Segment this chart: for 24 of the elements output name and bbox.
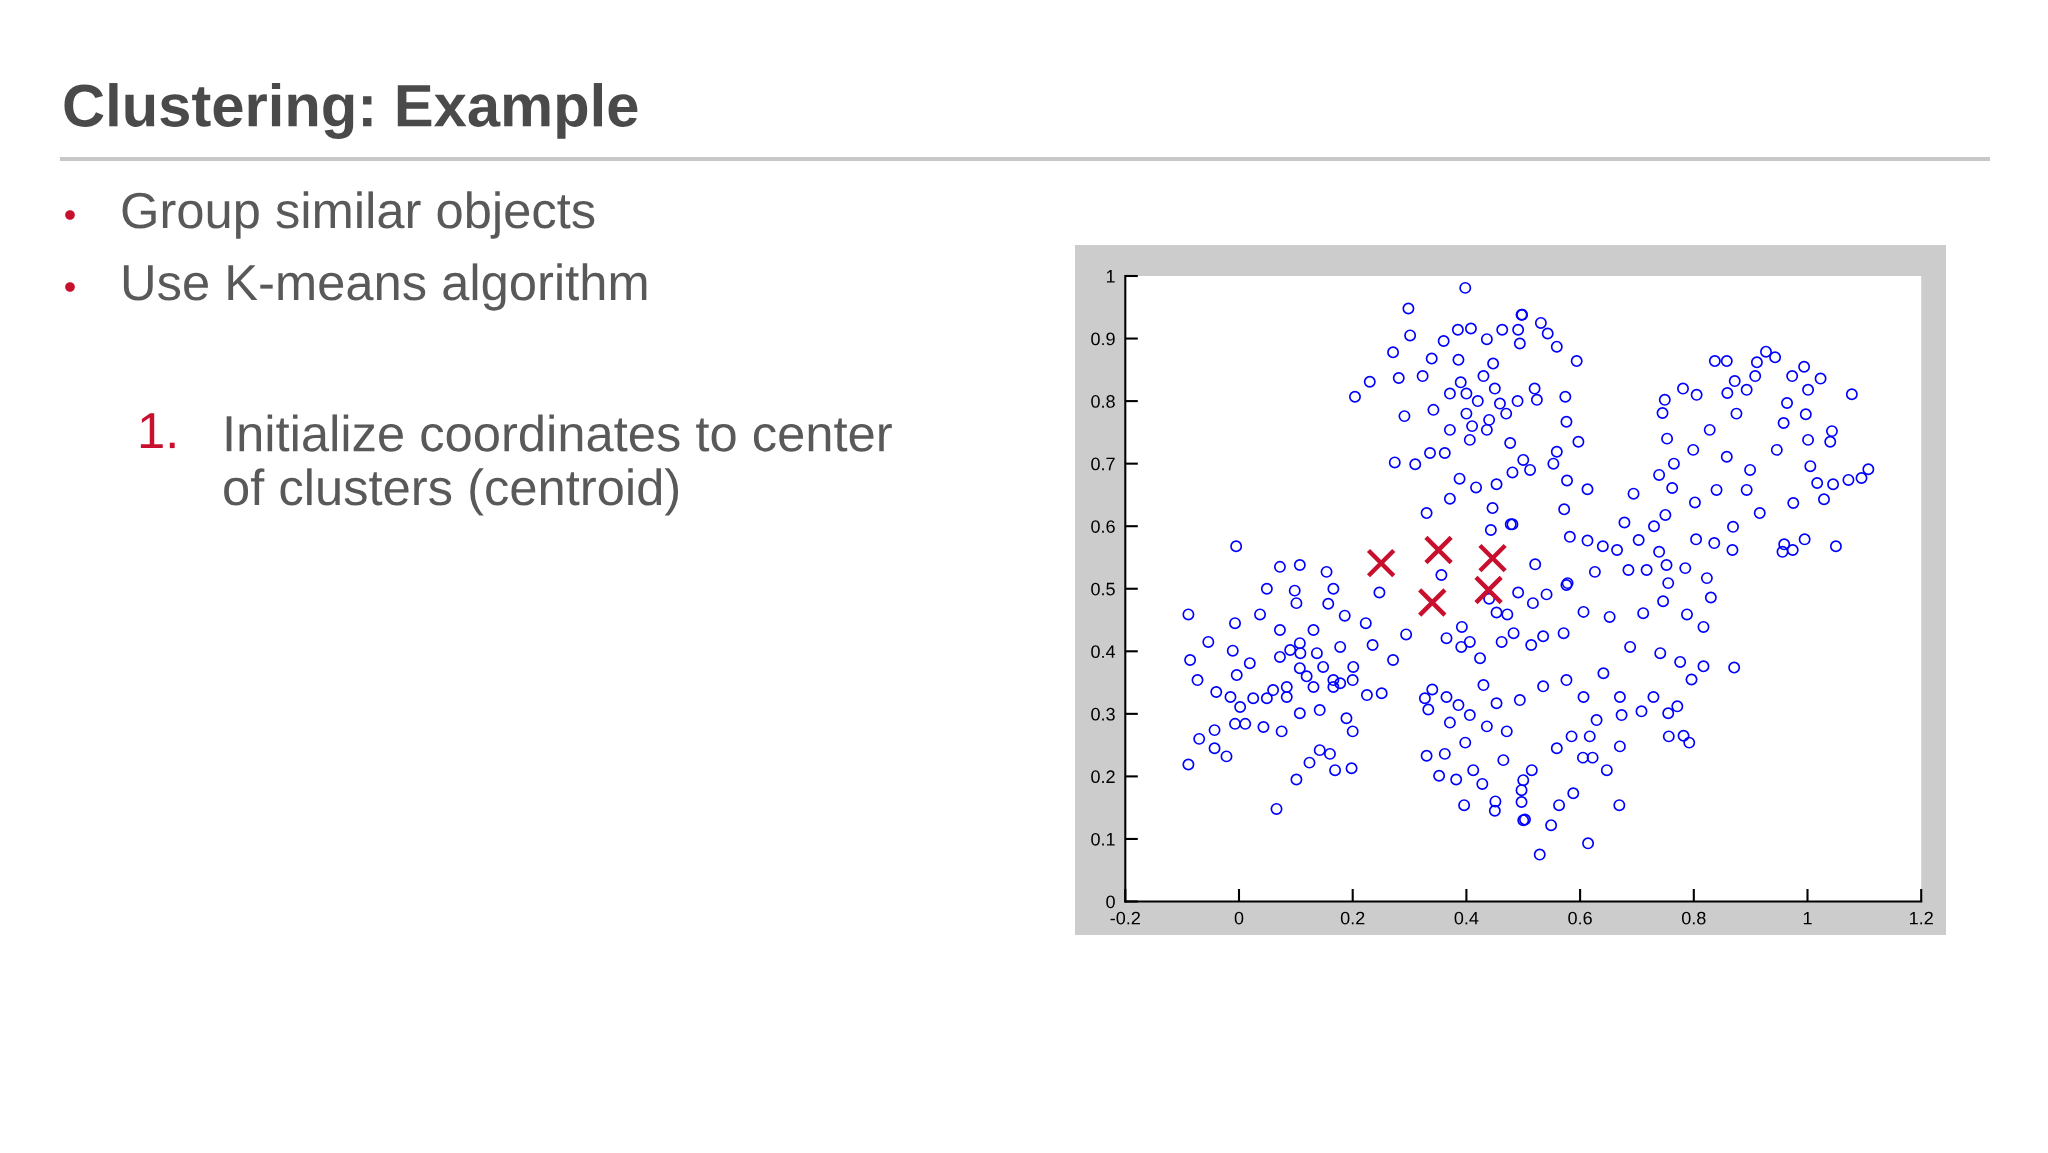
x-tick-label: 0.8 [1681, 911, 1706, 925]
y-tick-label: 0.6 [1091, 520, 1115, 533]
y-tick-label: 1 [1106, 270, 1115, 283]
x-tick-label: 1.2 [1910, 911, 1933, 925]
x-tick-label: 0.4 [1454, 911, 1479, 925]
y-tick-label: 0.1 [1091, 832, 1115, 846]
y-tick-label: 0 [1106, 895, 1115, 909]
y-tick-label: 0.2 [1091, 770, 1115, 784]
y-tick-label: 0.9 [1091, 332, 1115, 346]
y-tick-label: 0.8 [1091, 395, 1115, 408]
y-tick-label: 0.3 [1091, 707, 1115, 721]
y-tick-label: 0.7 [1091, 457, 1115, 471]
x-tick-label: -0.2 [1110, 911, 1140, 925]
text: Group similar objects [122, 191, 595, 239]
x-tick-label: 0 [1234, 911, 1244, 925]
y-tick-label: 0.5 [1091, 582, 1115, 596]
x-tick-label: 0.6 [1568, 911, 1592, 925]
x-tick-label: 1 [1803, 911, 1812, 925]
text: Initialize coordinates to center of clusters (centroid) [224, 414, 892, 516]
text: Use K-means algorithm [123, 263, 647, 311]
text: 1. [140, 413, 175, 449]
y-tick-label: 0.4 [1091, 645, 1116, 659]
x-tick-label: 0.2 [1340, 911, 1365, 925]
text: Clustering: Example [64, 83, 638, 139]
